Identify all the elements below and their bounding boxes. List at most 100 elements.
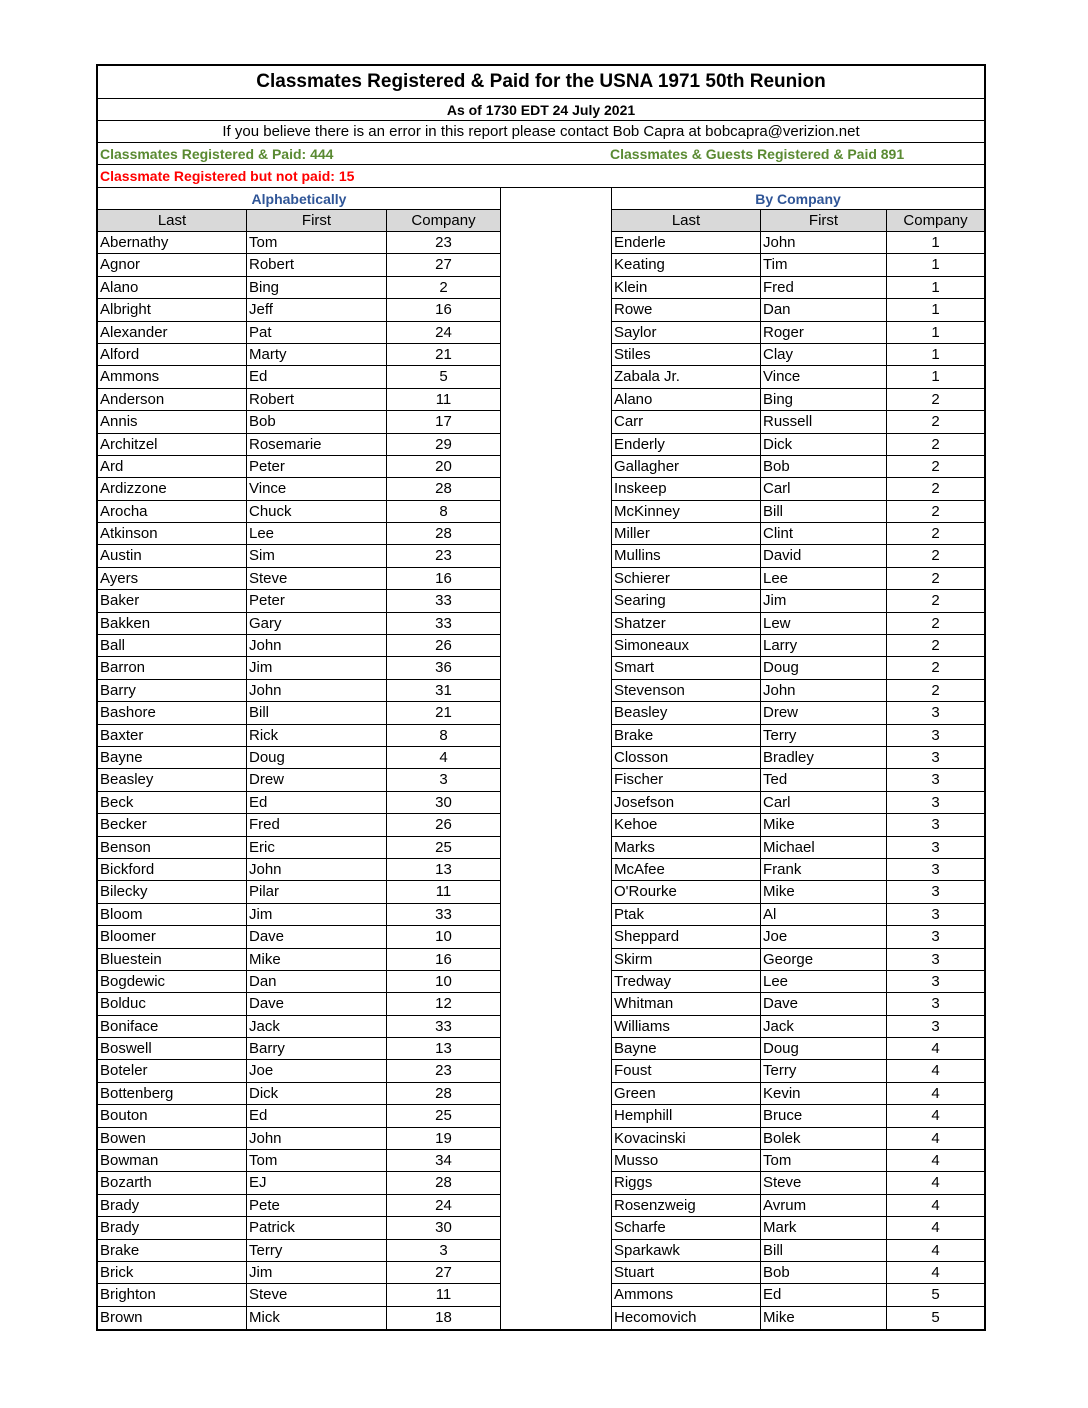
last-name-cell: Fischer — [612, 769, 761, 791]
company-cell: 3 — [931, 771, 940, 789]
first-name-cell: Fred — [247, 814, 387, 836]
company-cell: 4 — [931, 1196, 940, 1214]
last-name-cell: Musso — [612, 1150, 761, 1172]
table-row: Atkinson Lee 28 — [98, 523, 500, 546]
first-name-cell: Bolek — [761, 1127, 887, 1150]
report-sheet: Classmates Registered & Paid for the USN… — [96, 64, 986, 1332]
last-name-cell: Brown — [98, 1306, 247, 1330]
last-name-cell: Alford — [98, 343, 247, 366]
table-row: Zabala Jr. Vince 1 — [612, 366, 984, 389]
table-row: Bluestein Mike 16 — [98, 948, 500, 971]
company-cell: 13 — [435, 1040, 452, 1058]
last-name-cell: Architzel — [98, 433, 247, 455]
first-name-cell: Bing — [761, 388, 887, 411]
company-cell: 33 — [435, 592, 452, 610]
last-name-cell: Bickford — [98, 858, 247, 881]
company-cell: 2 — [439, 278, 448, 296]
table-row: Keating Tim 1 — [612, 254, 984, 277]
company-cell: 3 — [931, 883, 940, 901]
table-row: Brighton Steve 11 — [98, 1284, 500, 1307]
last-name-cell: Brady — [98, 1194, 247, 1217]
first-name-cell: Jack — [247, 1015, 387, 1038]
last-name-cell: Boswell — [98, 1038, 247, 1060]
last-name-cell: Arocha — [98, 500, 247, 523]
company-cell: 3 — [931, 793, 940, 811]
table-row: Baxter Rick 8 — [98, 724, 500, 747]
company-cell: 4 — [931, 1129, 940, 1147]
table-row: Bayne Doug 4 — [98, 746, 500, 770]
table-header-row: Last First Company — [98, 210, 500, 232]
table-row: Bilecky Pilar 11 — [98, 881, 500, 904]
first-name-cell: Kevin — [761, 1082, 887, 1105]
table-row: Becker Fred 26 — [98, 814, 500, 837]
column-header-last: Last — [98, 210, 247, 231]
table-row: Austin Sim 23 — [98, 545, 500, 568]
as-of-date: As of 1730 EDT 24 July 2021 — [98, 99, 984, 121]
last-name-cell: Whitman — [612, 993, 761, 1015]
table-row: Brake Terry 3 — [98, 1239, 500, 1262]
first-name-cell: Jeff — [247, 299, 387, 321]
last-name-cell: Mullins — [612, 545, 761, 567]
last-name-cell: Keating — [612, 254, 761, 276]
table-row: Shatzer Lew 2 — [612, 612, 984, 636]
table-row: Marks Michael 3 — [612, 836, 984, 859]
table-row: Beasley Drew 3 — [612, 702, 984, 725]
first-name-cell: Dick — [761, 433, 887, 455]
company-cell: 2 — [931, 614, 940, 632]
company-cell: 1 — [931, 278, 940, 296]
last-name-cell: Searing — [612, 590, 761, 612]
first-name-cell: Carl — [761, 478, 887, 500]
first-name-cell: EJ — [247, 1172, 387, 1194]
table-row: Ball John 26 — [98, 635, 500, 658]
first-name-cell: Bradley — [761, 746, 887, 769]
table-row: Beck Ed 30 — [98, 791, 500, 815]
company-cell: 8 — [439, 726, 448, 744]
table-row: Bakken Gary 33 — [98, 612, 500, 636]
first-name-cell: Vince — [247, 478, 387, 500]
table-row: Ard Peter 20 — [98, 455, 500, 479]
company-cell: 2 — [931, 592, 940, 610]
company-cell: 5 — [931, 1308, 940, 1326]
first-name-cell: Mike — [761, 1306, 887, 1330]
last-name-cell: Brake — [98, 1239, 247, 1261]
last-name-cell: Closson — [612, 746, 761, 769]
last-name-cell: Hecomovich — [612, 1306, 761, 1330]
company-cell: 4 — [439, 748, 448, 766]
company-cell: 26 — [435, 816, 452, 834]
first-name-cell: David — [761, 545, 887, 567]
company-cell: 29 — [435, 435, 452, 453]
last-name-cell: Brady — [98, 1217, 247, 1239]
company-cell: 2 — [931, 390, 940, 408]
company-cell: 4 — [931, 1174, 940, 1192]
last-name-cell: Boteler — [98, 1060, 247, 1082]
first-name-cell: Jim — [247, 903, 387, 926]
first-name-cell: Jim — [761, 590, 887, 612]
company-cell: 11 — [435, 1286, 452, 1304]
by-company-table: By Company Last First Company Enderle John 1 K… — [612, 188, 984, 1330]
first-name-cell: Bill — [761, 500, 887, 523]
alphabetical-heading: Alphabetically — [98, 188, 500, 210]
company-cell: 2 — [931, 435, 940, 453]
last-name-cell: Scharfe — [612, 1217, 761, 1239]
company-cell: 11 — [435, 390, 452, 408]
first-name-cell: Jack — [761, 1015, 887, 1038]
company-cell: 8 — [439, 502, 448, 520]
company-cell: 2 — [931, 480, 940, 498]
first-name-cell: John — [761, 679, 887, 702]
first-name-cell: Bing — [247, 276, 387, 299]
last-name-cell: Brighton — [98, 1284, 247, 1306]
table-row: Annis Bob 17 — [98, 411, 500, 434]
first-name-cell: Steve — [247, 1284, 387, 1306]
company-cell: 33 — [435, 1017, 452, 1035]
last-name-cell: Bluestein — [98, 948, 247, 970]
first-name-cell: Ted — [761, 769, 887, 791]
last-name-cell: Bayne — [98, 746, 247, 769]
table-row: Stiles Clay 1 — [612, 343, 984, 367]
company-cell: 5 — [931, 1286, 940, 1304]
last-name-cell: Simoneaux — [612, 635, 761, 657]
last-name-cell: Ard — [98, 455, 247, 478]
last-name-cell: Stuart — [612, 1261, 761, 1284]
table-row: Bloomer Dave 10 — [98, 926, 500, 949]
last-name-cell: Abernathy — [98, 232, 247, 254]
last-name-cell: Riggs — [612, 1172, 761, 1194]
